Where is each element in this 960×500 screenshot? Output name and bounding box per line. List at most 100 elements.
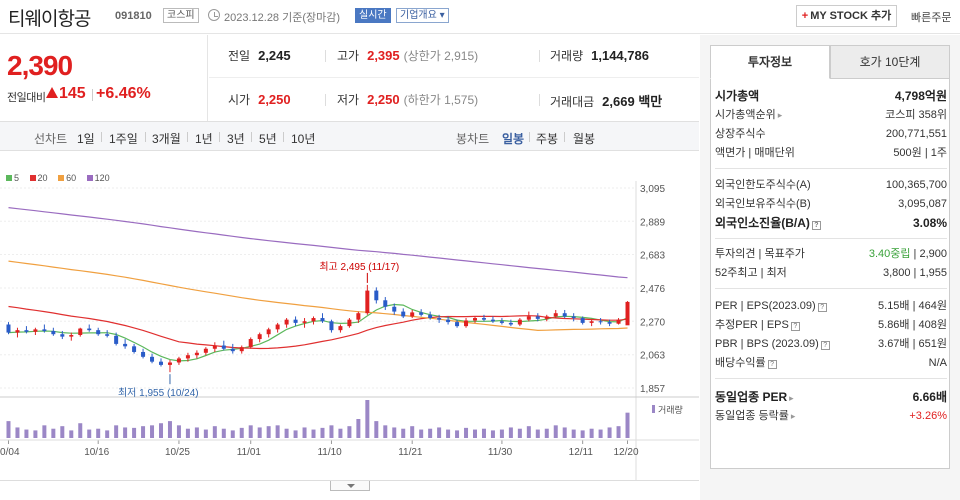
period-1y[interactable]: 1년 — [195, 132, 213, 146]
dividend-value: N/A — [928, 357, 947, 369]
candle-weekly[interactable]: 주봉 — [536, 132, 559, 146]
volume-bar — [51, 428, 56, 438]
candle-body — [185, 355, 190, 359]
candle-body — [329, 321, 334, 331]
week52-label: 52주최고 | 최저 — [715, 267, 787, 279]
volume-bar — [167, 421, 172, 438]
divider — [715, 238, 947, 239]
volume-value: 1,144,786 — [591, 48, 649, 63]
up-triangle-icon — [46, 87, 58, 98]
arrow-icon: ▸ — [777, 110, 783, 120]
volume-legend-label: 거래량 — [658, 404, 683, 415]
volume-bar — [221, 428, 226, 438]
price-chart[interactable]: 5 20 60 120 3,095 2,889 2,683 2,476 2,270 2,0… — [0, 151, 699, 481]
high-price: 고가 2,395 (상한가 2,915) — [337, 47, 478, 67]
y-tick-label: 2,063 — [640, 351, 665, 362]
period-1w[interactable]: 1주일 — [109, 132, 138, 146]
add-mystock-button[interactable]: + MY STOCK 추가 — [796, 5, 897, 27]
divider — [564, 132, 565, 142]
candle-monthly[interactable]: 월봉 — [573, 132, 596, 146]
help-icon: ? — [790, 322, 800, 331]
divider — [219, 132, 220, 142]
shares-label: 상장주식수 — [715, 128, 766, 140]
volume-bar — [392, 427, 397, 438]
volume-bar — [338, 428, 343, 438]
volume-bar — [473, 429, 477, 438]
pbr-row: PBR | BPS (2023.09)? 3.67배 | 651원 — [715, 335, 947, 354]
candlestick-chart: 3,095 2,889 2,683 2,476 2,270 2,063 1,857 최고 2,… — [0, 181, 699, 481]
arrow-icon: ▸ — [789, 393, 794, 403]
volume-bar — [60, 426, 65, 438]
candle-body — [275, 324, 280, 330]
candle-body — [141, 351, 146, 357]
volume-bar — [535, 429, 540, 438]
volume-bar — [248, 425, 253, 438]
y-tick-label: 3,095 — [640, 184, 665, 195]
right-panel: 투자정보 호가 10단계 시가총액 4,798억원 시가총액순위 ▸ 코스피 358위… — [700, 35, 960, 500]
y-tick-label: 1,857 — [640, 384, 665, 395]
week52-value: 3,800 | 1,955 — [882, 267, 947, 279]
period-1d[interactable]: 1일 — [77, 132, 95, 146]
prev-label: 전일 — [228, 49, 251, 63]
volume-bar — [123, 427, 128, 438]
ma120-line — [8, 207, 628, 279]
candle-body — [464, 320, 469, 327]
volume-bar — [150, 425, 155, 438]
foreign-own-label: 외국인보유주식수(B) — [715, 198, 811, 210]
candle-body — [320, 318, 325, 322]
candle-body — [248, 339, 253, 348]
volume-bar — [419, 429, 424, 438]
y-tick-label: 2,270 — [640, 317, 665, 328]
candle-body — [419, 312, 424, 315]
volume: 거래량 1,144,786 — [550, 47, 649, 67]
industry-per-label: 동일업종 PER ▸ — [715, 390, 794, 404]
realtime-button[interactable]: 실시간 — [355, 8, 391, 23]
candle-body — [455, 322, 460, 327]
candle-daily[interactable]: 일봉 — [502, 132, 525, 146]
y-tick-label: 2,889 — [640, 217, 665, 228]
ma-legend: 5 20 60 120 — [6, 173, 118, 183]
candle-body — [481, 318, 486, 320]
per-value: 5.15배 | 464원 — [878, 300, 947, 312]
candle-body — [473, 318, 477, 321]
candle-body — [365, 290, 370, 314]
period-10y[interactable]: 10년 — [291, 132, 316, 146]
volume-bar — [437, 427, 442, 438]
volume-bar — [132, 427, 137, 438]
candle-body — [24, 330, 29, 332]
period-3y[interactable]: 3년 — [227, 132, 245, 146]
volume-bar — [105, 430, 110, 438]
legend-ma5: 5 — [6, 173, 19, 183]
chart-scroll-handle[interactable] — [330, 481, 370, 491]
candle-body — [221, 345, 226, 349]
per-row: PER | EPS(2023.09)? 5.15배 | 464원 — [715, 297, 947, 316]
x-tick-label: 10/04 — [0, 447, 20, 458]
volume-bar — [562, 427, 567, 438]
candle-body — [437, 318, 442, 320]
industry-rate-value: +3.26% — [909, 410, 947, 422]
volume-bar — [176, 425, 181, 438]
candle-body — [517, 319, 522, 325]
period-3m[interactable]: 3개월 — [152, 132, 181, 146]
volume-bar — [212, 426, 217, 438]
candle-body — [114, 335, 119, 344]
candle-body — [123, 343, 128, 347]
candle-body — [132, 346, 137, 352]
volume-bar — [266, 426, 271, 438]
quick-order-link[interactable]: 빠른주문 — [911, 12, 952, 24]
candle-body — [446, 319, 451, 323]
market-cap-value: 4,798억원 — [894, 89, 947, 103]
candle-chart-label: 봉차트 — [456, 132, 490, 146]
volume-bar — [194, 427, 199, 438]
period-5y[interactable]: 5년 — [259, 132, 277, 146]
tab-orderbook[interactable]: 호가 10단계 — [830, 45, 950, 79]
divider — [715, 378, 947, 379]
candle-body — [159, 361, 163, 365]
divider — [187, 132, 188, 142]
candle-body — [293, 319, 298, 323]
tab-invest-info[interactable]: 투자정보 — [710, 45, 830, 79]
candle-body — [553, 313, 558, 317]
candle-body — [392, 306, 397, 312]
company-info-dropdown[interactable]: 기업개요 ▾ — [396, 8, 449, 23]
volume-bar — [42, 425, 47, 438]
